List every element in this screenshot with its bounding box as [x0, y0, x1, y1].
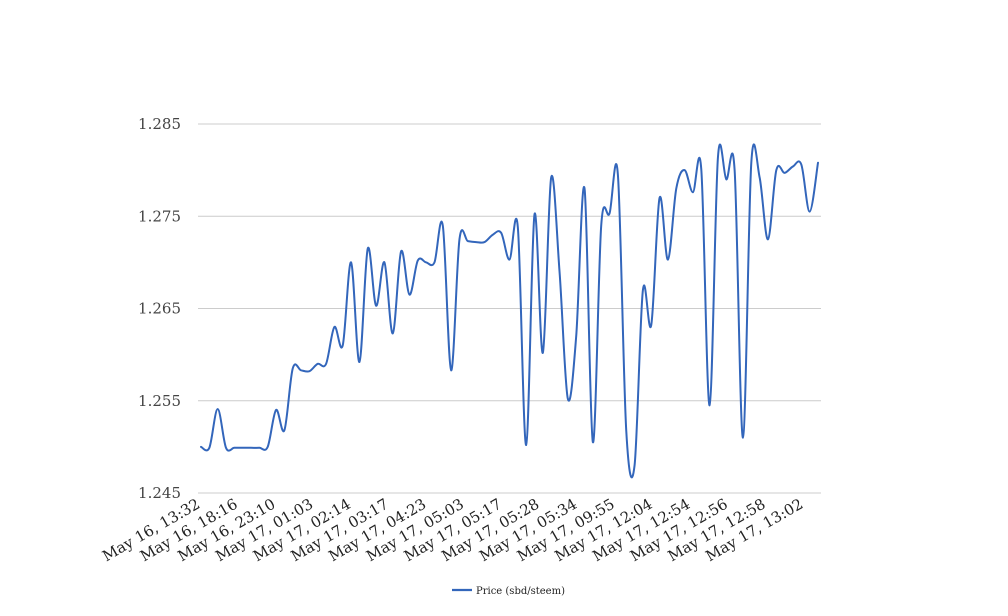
y-tick-label: 1.285 [138, 115, 181, 133]
gridlines [198, 123, 821, 494]
y-tick-label: 1.275 [138, 207, 181, 225]
series-lines [200, 143, 819, 479]
series-line-price [200, 143, 819, 479]
y-tick-label: 1.255 [138, 392, 181, 410]
legend-label: Price (sbd/steem) [476, 586, 565, 597]
y-tick-label: 1.245 [138, 484, 181, 502]
legend: Price (sbd/steem) [452, 586, 565, 597]
y-axis-tick-labels: 1.245 1.255 1.265 1.275 1.285 [138, 115, 181, 502]
y-tick-label: 1.265 [138, 300, 181, 318]
